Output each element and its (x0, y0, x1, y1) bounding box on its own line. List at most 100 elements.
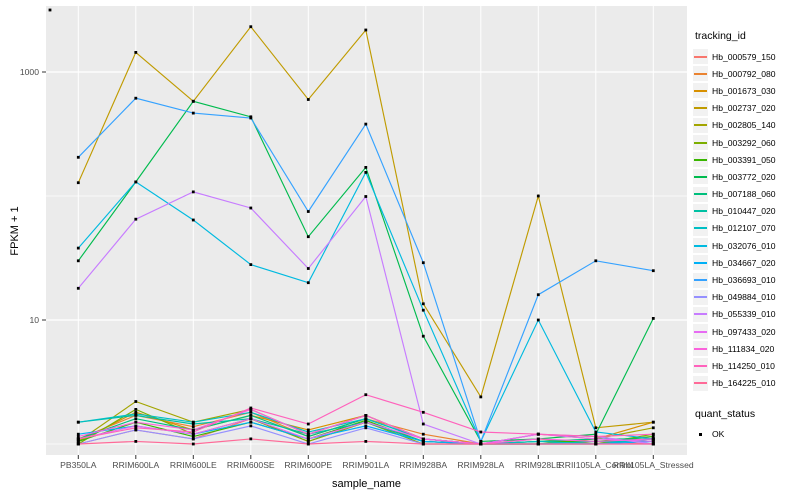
data-point-Hb_034667_020 (421, 440, 425, 443)
legend-item-label: Hb_010447_020 (712, 206, 776, 217)
x-tick-label: RRII105LA_Control (559, 460, 634, 470)
legend-item: Hb_007188_060 (693, 186, 799, 203)
legend-key-line (694, 158, 707, 161)
data-point-Hb_002737_020 (479, 395, 483, 399)
legend-key-swatch (693, 324, 708, 340)
data-point-Hb_003772_020 (421, 334, 425, 338)
data-point-Hb_010447_020 (191, 422, 195, 426)
x-tick-label: RRII105LA_Stressed (613, 460, 694, 470)
data-point-Hb_097433_020 (651, 440, 655, 443)
legend-item: Hb_055339_010 (693, 306, 799, 323)
legend-item: Hb_000579_150 (693, 48, 799, 65)
data-point-Hb_097433_020 (191, 432, 195, 436)
quant-status-legend-title: quant_status (695, 407, 756, 420)
data-point-Hb_114250_010 (651, 432, 655, 436)
data-point-Hb_111834_020 (651, 437, 655, 441)
legend-key-line (694, 364, 707, 367)
legend-key-swatch (693, 341, 708, 357)
legend-key-swatch (693, 66, 708, 82)
data-point-Hb_002737_020 (76, 181, 80, 185)
data-point-Hb_036693_010 (249, 116, 253, 120)
legend-item: Hb_034667_020 (693, 254, 799, 271)
data-point-Hb_003772_020 (76, 259, 80, 263)
legend-key-swatch (693, 169, 708, 185)
legend-item-label: Hb_007188_060 (712, 189, 776, 200)
data-point-Hb_002805_140 (134, 400, 138, 403)
data-point-Hb_114250_010 (249, 406, 253, 410)
data-point-Hb_012107_070 (76, 420, 80, 424)
data-point-Hb_055339_010 (191, 190, 195, 194)
legend-item-label: Hb_003772_020 (712, 171, 776, 182)
data-point-Hb_111834_020 (191, 428, 195, 432)
data-point-Hb_003772_020 (651, 317, 655, 320)
legend: tracking_id Hb_000579_150 Hb_000792_080 Hb… (693, 30, 799, 443)
quant-status-marker (693, 427, 708, 442)
black-square-point-icon (699, 432, 703, 437)
data-point-Hb_164225_010 (364, 440, 368, 443)
data-point-Hb_003772_020 (306, 235, 310, 239)
x-tick-label: RRIM600LE (170, 460, 217, 470)
data-point-Hb_032076_010 (306, 281, 310, 285)
data-point-Hb_097433_020 (306, 437, 310, 441)
legend-key-line (694, 124, 707, 127)
data-point-Hb_097433_020 (364, 420, 368, 424)
legend-key-swatch (693, 255, 708, 271)
legend-key-line (694, 279, 707, 282)
data-point-Hb_012107_070 (134, 412, 138, 416)
legend-key-line (694, 55, 707, 58)
data-point-Hb_111834_020 (364, 414, 368, 417)
legend-item: Hb_164225_010 (693, 375, 799, 392)
data-point-Hb_097433_020 (594, 437, 598, 441)
data-point-Hb_007188_060 (134, 417, 138, 421)
data-point-Hb_003772_020 (594, 432, 598, 436)
data-point-Hb_003772_020 (364, 166, 368, 169)
legend-items: Hb_000579_150 Hb_000792_080 Hb_001673_030 H… (693, 48, 799, 392)
legend-item: Hb_002805_140 (693, 117, 799, 134)
x-tick-label: RRIM928LE (515, 460, 562, 470)
legend-key-line (694, 210, 707, 213)
data-point-Hb_032076_010 (536, 318, 540, 322)
data-point-Hb_003391_050 (651, 435, 655, 438)
data-point-Hb_001673_030 (134, 410, 138, 414)
data-point-Hb_055339_010 (306, 267, 310, 270)
legend-key-line (694, 89, 707, 92)
data-point-Hb_036693_010 (364, 122, 368, 126)
plot-panel (46, 6, 687, 455)
legend-item-label: Hb_034667_020 (712, 257, 776, 268)
legend-key-swatch (693, 152, 708, 168)
quant-status-label: OK (712, 429, 725, 440)
data-point-Hb_114250_010 (191, 430, 195, 434)
legend-key-line (694, 193, 707, 196)
x-tick-label: RRIM600SE (227, 460, 275, 470)
data-point-Hb_164225_010 (479, 442, 483, 446)
legend-item: Hb_049884_010 (693, 289, 799, 306)
legend-item: Hb_003391_050 (693, 151, 799, 168)
data-point-Hb_003292_060 (306, 440, 310, 443)
data-point-Hb_001673_030 (306, 428, 310, 432)
data-point-Hb_003391_050 (76, 440, 80, 443)
data-point-Hb_036693_010 (594, 259, 598, 263)
legend-item-label: Hb_164225_010 (712, 378, 776, 389)
legend-key-line (694, 175, 707, 178)
quant-status-item: OK (693, 426, 799, 443)
legend-item: Hb_012107_070 (693, 220, 799, 237)
data-point-Hb_055339_010 (134, 217, 138, 221)
legend-item-label: Hb_003391_050 (712, 154, 776, 165)
x-tick-label: PB350LA (60, 460, 97, 470)
data-point-Hb_111834_020 (134, 420, 138, 424)
data-point-Hb_034667_020 (364, 424, 368, 428)
legend-key-swatch (693, 100, 708, 116)
data-point-Hb_002737_020 (306, 98, 310, 101)
x-tick-label: RRIM901LA (342, 460, 389, 470)
x-tick-label: RRIM600LA (112, 460, 159, 470)
data-point-Hb_036693_010 (479, 440, 483, 443)
data-point-Hb_032076_010 (76, 246, 80, 250)
data-point-Hb_036693_010 (651, 269, 655, 273)
data-point-Hb_049884_010 (364, 426, 368, 430)
legend-key-line (694, 296, 707, 299)
legend-item: Hb_032076_010 (693, 237, 799, 254)
legend-key-swatch (693, 375, 708, 391)
legend-item-label: Hb_012107_070 (712, 223, 776, 234)
legend-key-line (694, 227, 707, 230)
